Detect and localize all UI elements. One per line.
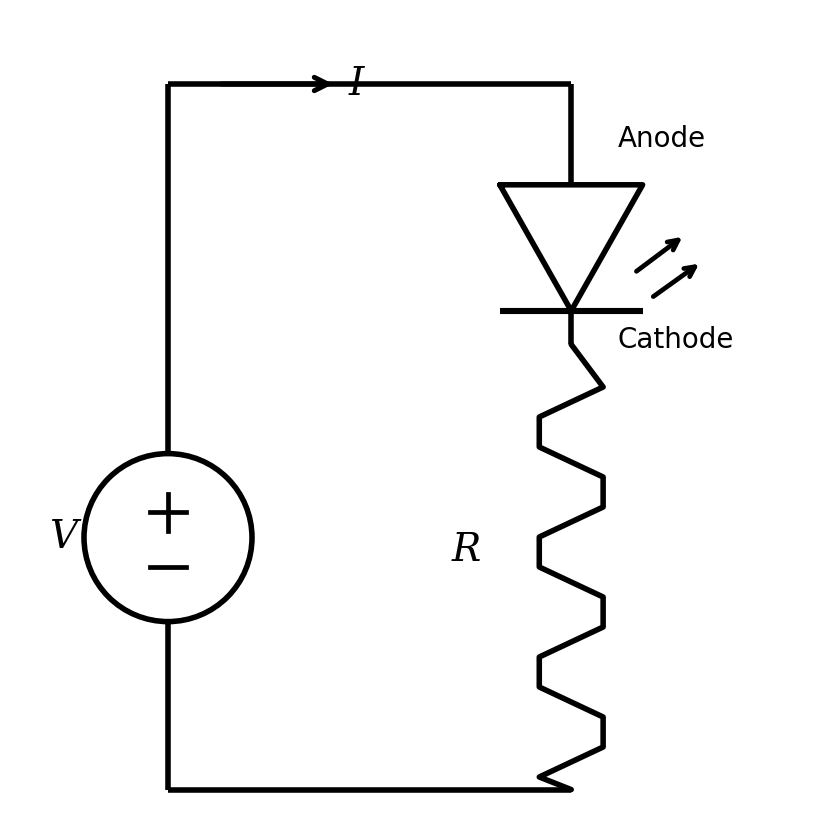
Text: I: I <box>349 66 364 102</box>
Text: V: V <box>49 519 77 556</box>
Text: Anode: Anode <box>617 124 706 153</box>
Text: R: R <box>452 532 480 569</box>
Text: Cathode: Cathode <box>617 326 734 354</box>
